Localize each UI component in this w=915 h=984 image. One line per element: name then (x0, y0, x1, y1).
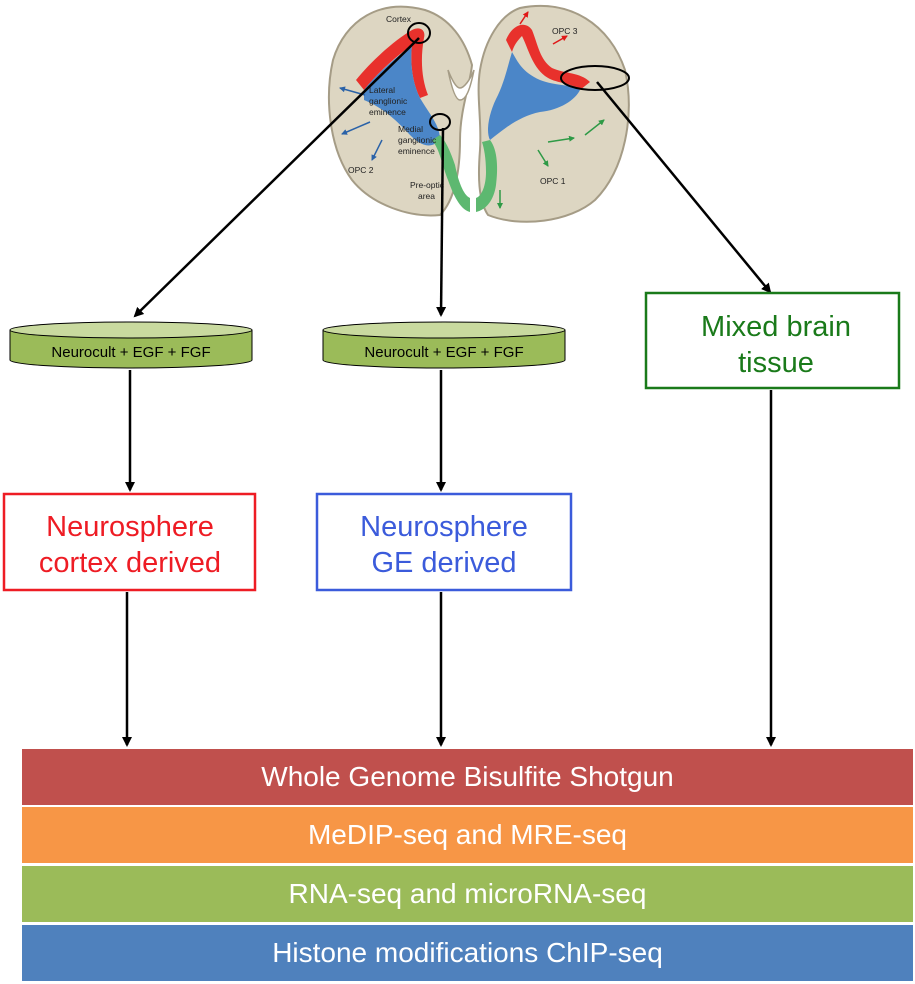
arrow-cortex-to-dish (133, 37, 420, 318)
assay-chip: Histone modifications ChIP-seq (22, 925, 913, 981)
label-medial-2: ganglionic (398, 135, 437, 145)
box-neurosphere-cortex: Neurosphere cortex derived (2, 492, 257, 592)
migration-arrow-green-2 (547, 135, 575, 143)
brain-illustration: Cortex Lateral ganglionic eminence Media… (328, 4, 630, 223)
culture-dish-cortex: Neurocult + EGF + FGF (9, 321, 253, 369)
assay-rna-mirna: RNA-seq and microRNA-seq (22, 866, 913, 922)
midline-ventricle (447, 69, 475, 101)
label-opc3: OPC 3 (552, 26, 578, 36)
sample-site-ge (429, 113, 451, 131)
culture-dish-ge: Neurocult + EGF + FGF (322, 321, 566, 369)
box-ge-line2: GE derived (371, 547, 516, 579)
sample-site-mixed (560, 65, 630, 91)
sample-site-cortex (407, 22, 431, 44)
box-mixed-tissue: Mixed brain tissue (644, 291, 901, 390)
box-cortex-line2: cortex derived (39, 547, 221, 579)
box-neurosphere-ge: Neurosphere GE derived (315, 492, 573, 592)
migration-arrow-blue-3 (371, 139, 383, 161)
box-mixed-line2: tissue (738, 347, 814, 379)
label-cortex: Cortex (386, 14, 412, 24)
preoptic-zone-right (476, 140, 498, 212)
migration-arrow-red-2 (552, 35, 568, 45)
ge-zone-right (487, 52, 580, 140)
label-lateral-1: Lateral (369, 85, 395, 95)
dish-label-cortex: Neurocult + EGF + FGF (51, 344, 210, 361)
label-preoptic-2: area (418, 191, 435, 201)
migration-arrow-green-3 (584, 119, 605, 136)
box-cortex-line1: Neurosphere (46, 511, 214, 543)
label-lateral-2: ganglionic (369, 96, 408, 106)
label-lateral-3: eminence (369, 107, 406, 117)
assay-medip-mre: MeDIP-seq and MRE-seq (22, 807, 913, 863)
label-medial-3: eminence (398, 146, 435, 156)
arrow-mixed-to-tissue (596, 81, 772, 294)
label-opc2: OPC 2 (348, 165, 374, 175)
label-preoptic-1: Pre-optic (410, 180, 445, 190)
assay-wgbs: Whole Genome Bisulfite Shotgun (22, 749, 913, 805)
migration-arrow-green-1 (537, 149, 549, 167)
migration-arrow-red-1 (519, 11, 529, 25)
dish-label-ge: Neurocult + EGF + FGF (364, 344, 523, 361)
box-mixed-line1: Mixed brain (701, 311, 851, 343)
migration-arrow-blue-2 (341, 121, 371, 135)
label-opc1: OPC 1 (540, 176, 566, 186)
cortex-zone-right (506, 24, 590, 90)
arrow-ge-to-dish (436, 127, 447, 317)
box-ge-line1: Neurosphere (360, 511, 528, 543)
label-medial-1: Medial (398, 124, 423, 134)
ge-zone-left (364, 45, 440, 146)
